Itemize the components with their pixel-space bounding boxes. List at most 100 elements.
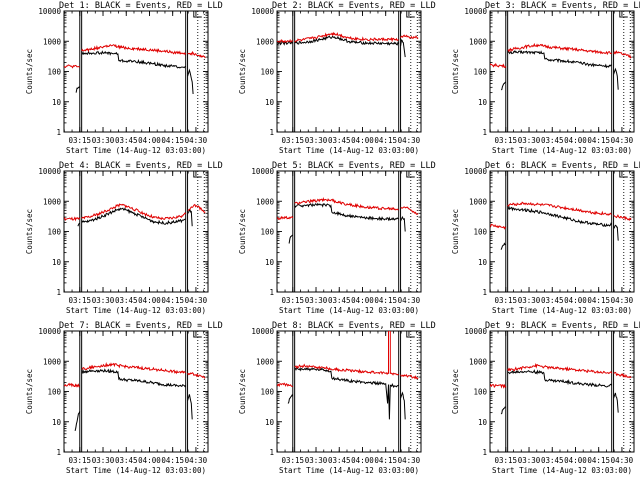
x-tick-label: 04:30 xyxy=(398,136,421,145)
events-line-segment-1 xyxy=(500,242,507,250)
y-tick-label: 1 xyxy=(269,448,274,457)
y-tick-label: 10000 xyxy=(464,7,487,16)
events-line-segment-2 xyxy=(294,35,400,46)
chart-panel-det6: Det 6: BLACK = Events, RED = LLD 1 10 100 10… xyxy=(451,161,640,315)
y-tick-label: 1 xyxy=(482,288,487,297)
x-tick-label: 04:00 xyxy=(564,296,587,305)
x-axis-title: Start Time (14-Aug-12 03:03:00) xyxy=(492,146,632,155)
x-tick-label: 04:30 xyxy=(185,456,208,465)
plot-frame xyxy=(63,10,209,133)
plot-frame xyxy=(63,330,209,453)
y-tick-label: 1 xyxy=(56,448,61,457)
x-tick-label: 04:30 xyxy=(611,136,634,145)
panel-title: Det 1: BLACK = Events, RED = LLD xyxy=(59,1,223,11)
events-line-segment-1 xyxy=(500,406,506,415)
attenuator-marker xyxy=(406,171,415,178)
y-tick-label: 10 xyxy=(265,258,275,267)
events-line-segment-1 xyxy=(74,411,81,432)
x-tick-label: 04:30 xyxy=(185,136,208,145)
plot-frame xyxy=(63,170,209,293)
y-tick-label: 1000 xyxy=(43,37,62,46)
events-line-segment-2 xyxy=(81,368,187,388)
panel-data xyxy=(277,171,419,292)
x-tick-label: 03:30 xyxy=(518,296,541,305)
y-tick-label: 10000 xyxy=(251,327,274,336)
events-line-segment-3 xyxy=(613,67,619,90)
lld-line-segment-2 xyxy=(294,31,400,43)
y-axis-title: Counts/sec xyxy=(238,49,247,94)
x-tick-label: 03:30 xyxy=(518,456,541,465)
x-tick-label: 04:15 xyxy=(587,456,610,465)
plot-frame xyxy=(489,10,635,133)
y-tick-label: 1000 xyxy=(43,357,62,366)
y-tick-label: 10 xyxy=(478,98,488,107)
lld-line-segment-3 xyxy=(613,50,632,59)
events-line-segment-1 xyxy=(287,394,294,404)
x-tick-label: 03:30 xyxy=(92,456,115,465)
y-axis-title: Counts/sec xyxy=(25,49,34,94)
x-tick-label: 03:15 xyxy=(495,136,518,145)
x-tick-label: 04:30 xyxy=(185,296,208,305)
y-tick-label: 100 xyxy=(473,388,487,397)
lld-line-segment-3 xyxy=(400,34,419,40)
plot-frame xyxy=(489,170,635,293)
x-tick-label: 04:30 xyxy=(398,296,421,305)
panel-data xyxy=(277,331,419,452)
y-tick-label: 10 xyxy=(52,98,62,107)
x-tick-label: 03:15 xyxy=(282,136,305,145)
x-axis-title: Start Time (14-Aug-12 03:03:00) xyxy=(279,466,419,475)
y-tick-label: 100 xyxy=(47,68,61,77)
panel-title: Det 7: BLACK = Events, RED = LLD xyxy=(59,321,223,331)
y-tick-label: 1000 xyxy=(43,197,62,206)
x-tick-label: 03:15 xyxy=(69,136,92,145)
x-tick-label: 04:15 xyxy=(374,296,397,305)
y-tick-label: 10 xyxy=(52,418,62,427)
y-axis-title: Counts/sec xyxy=(451,209,460,254)
x-tick-label: 04:00 xyxy=(138,136,161,145)
x-tick-label: 03:30 xyxy=(92,136,115,145)
x-tick-label: 03:15 xyxy=(282,456,305,465)
x-tick-label: 03:15 xyxy=(282,296,305,305)
events-line-segment-2 xyxy=(81,50,187,69)
y-tick-label: 100 xyxy=(473,68,487,77)
x-tick-label: 04:00 xyxy=(351,136,374,145)
x-tick-label: 03:45 xyxy=(328,456,351,465)
x-tick-label: 03:45 xyxy=(328,136,351,145)
panel-data xyxy=(490,331,632,452)
events-line-segment-1 xyxy=(277,40,293,46)
x-tick-label: 03:30 xyxy=(305,456,328,465)
events-line-segment-3 xyxy=(400,39,406,58)
y-tick-label: 1 xyxy=(482,128,487,137)
x-tick-label: 04:30 xyxy=(611,296,634,305)
y-tick-label: 1 xyxy=(482,448,487,457)
lld-line-segment-3 xyxy=(400,206,419,216)
panel-data xyxy=(490,11,632,132)
y-tick-label: 10 xyxy=(478,258,488,267)
x-tick-label: 04:00 xyxy=(351,456,374,465)
panel-title: Det 2: BLACK = Events, RED = LLD xyxy=(272,1,436,11)
events-line-segment-3 xyxy=(613,224,619,241)
events-line-segment-2 xyxy=(507,369,613,388)
lld-line-segment-1 xyxy=(490,223,507,230)
chart-panel-det4: Det 4: BLACK = Events, RED = LLD 1 10 100 10… xyxy=(25,161,223,315)
attenuator-marker xyxy=(619,11,628,18)
x-tick-label: 03:15 xyxy=(495,456,518,465)
x-axis-title: Start Time (14-Aug-12 03:03:00) xyxy=(66,306,206,315)
panel-data xyxy=(64,171,206,292)
x-tick-label: 03:15 xyxy=(495,296,518,305)
events-line-segment-1 xyxy=(501,81,507,91)
x-tick-label: 03:45 xyxy=(541,136,564,145)
y-tick-label: 10000 xyxy=(464,327,487,336)
y-axis-title: Counts/sec xyxy=(25,209,34,254)
lld-line-segment-2 xyxy=(81,361,187,375)
y-tick-label: 100 xyxy=(473,228,487,237)
plot-frame xyxy=(276,330,422,453)
y-axis-title: Counts/sec xyxy=(238,209,247,254)
lld-line-segment-1 xyxy=(64,64,80,69)
events-line-segment-1 xyxy=(75,86,81,93)
panel-title: Det 4: BLACK = Events, RED = LLD xyxy=(59,161,223,171)
attenuator-marker xyxy=(193,171,202,178)
x-tick-label: 03:45 xyxy=(115,456,138,465)
y-tick-label: 1000 xyxy=(256,357,275,366)
